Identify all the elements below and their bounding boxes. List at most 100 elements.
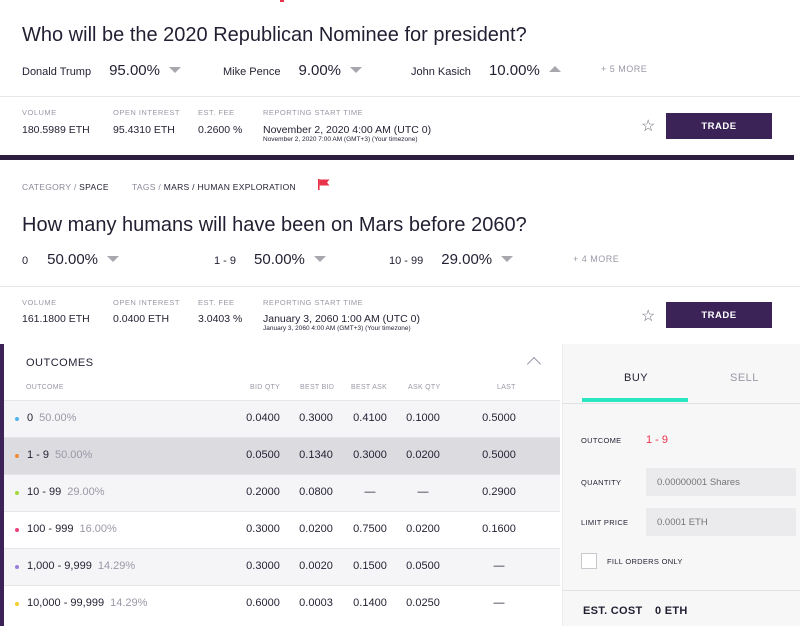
table-row[interactable]: 10 - 99 29.00% 0.2000 0.0800 — — 0.2900	[4, 474, 560, 511]
open-interest-value: 0.0400 ETH	[113, 313, 170, 325]
trend-down-icon	[350, 67, 363, 73]
outcome-color-dot	[15, 491, 19, 495]
cell-best-ask: 0.3000	[353, 449, 387, 461]
limit-price-input[interactable]	[646, 508, 796, 536]
outcome-label: 0	[27, 412, 34, 424]
cell-last: 0.1600	[482, 523, 516, 535]
divider	[562, 403, 800, 404]
market-title[interactable]: Who will be the 2020 Republican Nominee …	[22, 24, 527, 46]
outcome-name: 0 50.00%	[27, 412, 76, 424]
est-fee-label: EST. FEE	[198, 298, 235, 307]
category-label: CATEGORY /	[22, 182, 77, 192]
outcome-percent: 29.00%	[67, 486, 105, 498]
more-outcomes-link[interactable]: + 4 MORE	[573, 254, 620, 264]
prediction-item: 10 - 99 29.00%	[389, 251, 514, 268]
outcome-label: 10,000 - 99,999	[27, 597, 105, 609]
top-edge-mark	[280, 0, 284, 2]
reporting-time-value: November 2, 2020 4:00 AM (UTC 0)	[263, 124, 432, 136]
prediction-item: 0 50.00%	[22, 251, 119, 268]
star-icon[interactable]: ☆	[641, 118, 656, 135]
selected-outcome: 1 - 9	[646, 434, 669, 446]
reporting-time-value: January 3, 2060 1:00 AM (UTC 0)	[263, 313, 420, 325]
outcome-name: 10 - 99 29.00%	[27, 486, 105, 498]
cell-best-ask: 0.4100	[353, 412, 387, 424]
tags-breadcrumb: TAGS / MARS / HUMAN EXPLORATION	[132, 182, 296, 192]
table-row[interactable]: 10,000 - 99,999 14.29% 0.6000 0.0003 0.1400 0…	[4, 585, 560, 622]
outcome-color-dot	[15, 417, 19, 421]
chevron-up-icon[interactable]	[526, 356, 542, 372]
outcome-name: 1 - 9 50.00%	[27, 449, 92, 461]
outcome-percent: 14.29%	[110, 597, 148, 609]
table-row[interactable]: 0 50.00% 0.0400 0.3000 0.4100 0.1000 0.5000	[4, 400, 560, 437]
prediction-name: 10 - 99	[389, 255, 424, 267]
outcome-name: 1,000 - 9,999 14.29%	[27, 560, 135, 572]
prediction-percent: 95.00%	[109, 62, 160, 79]
cell-ask-qty: 0.0200	[406, 449, 440, 461]
outcome-percent: 16.00%	[79, 523, 117, 535]
outcome-percent: 14.29%	[97, 560, 136, 572]
star-icon[interactable]: ☆	[641, 308, 656, 325]
tags-value[interactable]: MARS / HUMAN EXPLORATION	[163, 182, 296, 192]
divider	[0, 96, 800, 97]
open-interest-label: OPEN INTEREST	[113, 298, 180, 307]
active-tab-indicator	[582, 398, 688, 402]
outcome-color-dot	[15, 602, 19, 606]
quantity-label: QUANTITY	[581, 478, 622, 487]
cell-last: —	[493, 560, 505, 572]
trend-down-icon	[313, 256, 326, 262]
column-header-outcome: OUTCOME	[26, 384, 64, 391]
category-breadcrumb: CATEGORY / SPACE	[22, 182, 109, 192]
cell-bid-qty: 0.3000	[246, 560, 280, 572]
prediction-percent: 10.00%	[488, 62, 540, 79]
tab-sell[interactable]: SELL	[730, 372, 759, 384]
table-row[interactable]: 100 - 999 16.00% 0.3000 0.0200 0.7500 0.0200 0…	[4, 511, 560, 548]
cell-last: 0.2900	[482, 486, 516, 498]
market-separator	[0, 155, 794, 160]
volume-label: VOLUME	[22, 298, 57, 307]
quantity-input[interactable]	[646, 468, 796, 496]
outcome-label: 1 - 9	[27, 449, 50, 461]
reporting-time-label: REPORTING START TIME	[263, 108, 364, 117]
trend-down-icon	[168, 67, 181, 73]
cell-best-bid: 0.0020	[299, 560, 333, 572]
cell-bid-qty: 0.6000	[246, 597, 280, 609]
cell-bid-qty: 0.2000	[246, 486, 280, 498]
prediction-name: 1 - 9	[214, 255, 237, 267]
outcome-color-dot	[15, 565, 19, 569]
market-title[interactable]: How many humans will have been on Mars b…	[22, 214, 527, 236]
prediction-percent: 29.00%	[441, 251, 493, 268]
volume-label: VOLUME	[22, 108, 57, 117]
fill-orders-label: FILL ORDERS ONLY	[607, 557, 683, 566]
trend-down-icon	[107, 256, 119, 262]
prediction-item: Donald Trump 95.00%	[22, 62, 181, 79]
prediction-name: John Kasich	[411, 66, 471, 78]
table-row[interactable]: 1,000 - 9,999 14.29% 0.3000 0.0020 0.1500 0.0…	[4, 548, 560, 585]
outcome-label: 100 - 999	[27, 523, 74, 535]
prediction-name: Mike Pence	[223, 66, 281, 78]
column-header-last: LAST	[497, 384, 516, 391]
trade-button[interactable]: TRADE	[666, 302, 772, 328]
est-fee-value: 0.2600 %	[198, 124, 243, 136]
cell-ask-qty: 0.0250	[406, 597, 440, 609]
tab-buy[interactable]: BUY	[624, 372, 649, 384]
reporting-time-local: January 3, 2060 4:00 AM (GMT+3) (Your ti…	[263, 325, 411, 332]
prediction-percent: 50.00%	[254, 251, 305, 268]
cell-best-ask: 0.1500	[353, 560, 387, 572]
cell-best-bid: 0.0200	[299, 523, 333, 535]
trade-button[interactable]: TRADE	[666, 113, 772, 139]
outcome-name: 100 - 999 16.00%	[27, 523, 117, 535]
prediction-item: John Kasich 10.00%	[411, 62, 561, 79]
more-outcomes-link[interactable]: + 5 MORE	[601, 64, 648, 74]
fill-orders-checkbox[interactable]	[581, 553, 597, 569]
outcome-label: 10 - 99	[27, 486, 62, 498]
cell-ask-qty: 0.0500	[406, 560, 440, 572]
prediction-name: Donald Trump	[22, 66, 92, 78]
outcomes-heading: OUTCOMES	[26, 357, 94, 369]
flag-icon[interactable]	[318, 179, 330, 190]
limit-price-label: LIMIT PRICE	[581, 518, 629, 527]
category-value[interactable]: SPACE	[79, 182, 109, 192]
reporting-time-local: November 2, 2020 7:00 AM (GMT+3) (Your t…	[263, 136, 418, 143]
prediction-item: 1 - 9 50.00%	[214, 251, 326, 268]
table-row[interactable]: 1 - 9 50.00% 0.0500 0.1340 0.3000 0.0200 0.500…	[4, 437, 560, 474]
est-fee-value: 3.0403 %	[198, 313, 243, 325]
